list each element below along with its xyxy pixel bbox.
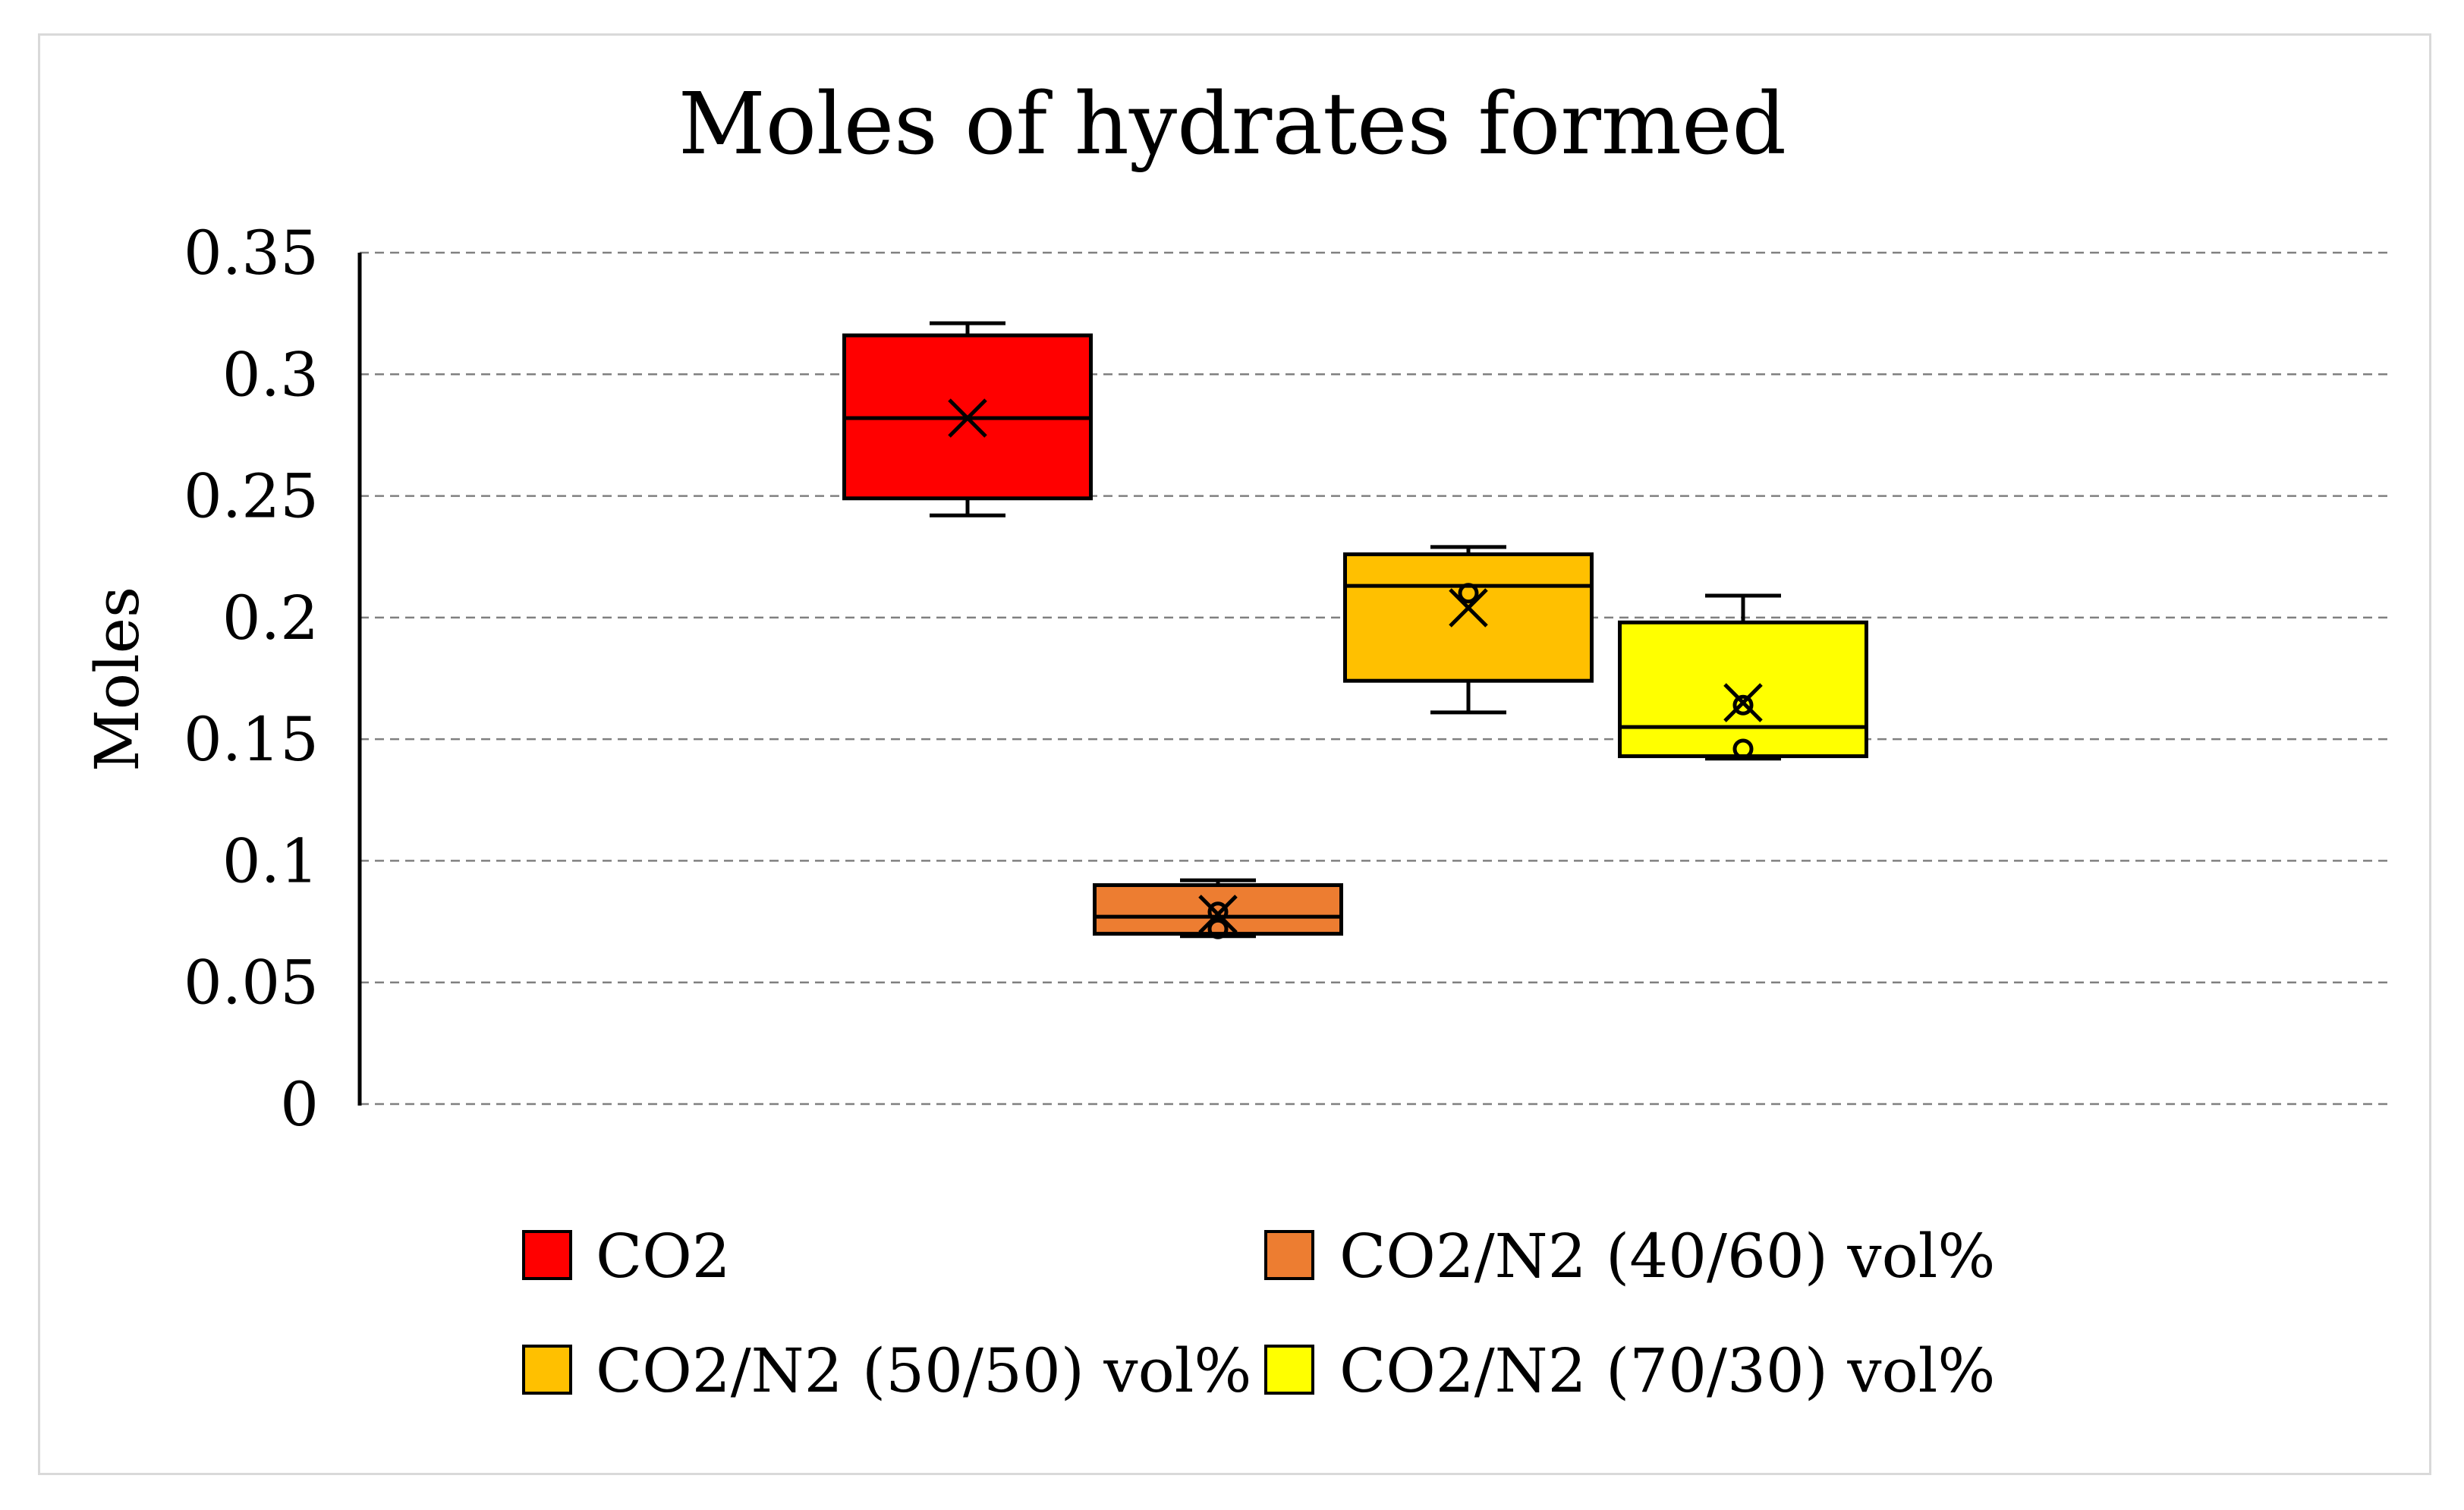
mean-marker [948, 398, 987, 438]
y-axis-ticks: 0 0.05 0.1 0.15 0.2 0.25 0.3 0.35 [184, 218, 319, 1140]
y-tick-label: 0.1 [222, 826, 319, 896]
chart-frame [38, 33, 2431, 1475]
box-plot-series [1618, 593, 1868, 761]
legend-swatch [522, 1230, 572, 1280]
legend-label: CO2/N2 (50/50) vol% [596, 1335, 1251, 1406]
y-tick-label: 0.05 [184, 948, 319, 1018]
data-point [1207, 918, 1229, 939]
mean-marker [1723, 683, 1763, 722]
y-tick-label: 0.35 [184, 218, 319, 288]
legend-label: CO2/N2 (40/60) vol% [1339, 1221, 1995, 1291]
box-plot-series [1343, 545, 1594, 715]
legend: CO2 CO2/N2 (40/60) vol% CO2/N2 (50/50) vol… [522, 1221, 1995, 1406]
box-plot-series [842, 321, 1093, 517]
y-tick-label: 0.3 [222, 339, 319, 410]
box [1093, 882, 1343, 936]
box [1618, 620, 1868, 759]
chart-title: Moles of hydrates formed [678, 75, 1786, 174]
legend-item: CO2/N2 (40/60) vol% [1264, 1221, 1995, 1291]
legend-swatch [1264, 1230, 1314, 1280]
y-tick-label: 0.2 [222, 583, 319, 653]
legend-swatch [522, 1345, 572, 1395]
data-point [1732, 694, 1754, 716]
y-tick-label: 0.15 [184, 704, 319, 775]
data-point [1458, 583, 1479, 604]
mean-marker [1198, 895, 1238, 934]
legend-item: CO2 [522, 1221, 731, 1291]
legend-label: CO2 [596, 1221, 731, 1291]
legend-swatch [1264, 1345, 1314, 1395]
y-tick-label: 0 [280, 1069, 319, 1140]
box-plots [842, 321, 1868, 939]
legend-item: CO2/N2 (70/30) vol% [1264, 1335, 1995, 1406]
mean-marker [1449, 588, 1488, 628]
y-axis-label: Moles [82, 587, 153, 772]
box [1343, 552, 1594, 683]
y-tick-label: 0.25 [184, 461, 319, 532]
legend-label: CO2/N2 (70/30) vol% [1339, 1335, 1995, 1406]
legend-item: CO2/N2 (50/50) vol% [522, 1335, 1251, 1406]
data-point [1732, 738, 1754, 760]
gridlines [360, 251, 2392, 1106]
box-plot-series [1093, 878, 1343, 939]
